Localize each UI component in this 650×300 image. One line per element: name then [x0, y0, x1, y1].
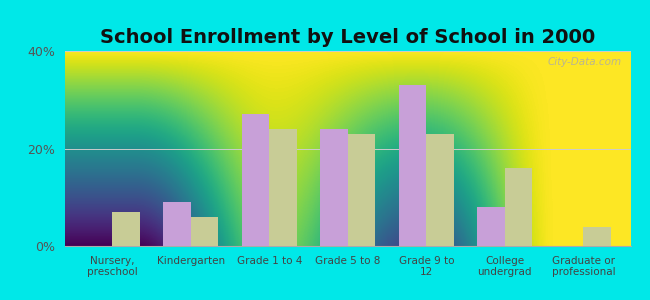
Bar — [190, 217, 218, 246]
Bar — [477, 207, 505, 246]
Bar — [348, 134, 375, 246]
Bar — [584, 226, 611, 246]
Text: City-Data.com: City-Data.com — [548, 57, 622, 67]
Bar — [112, 212, 140, 246]
Bar — [426, 134, 454, 246]
Title: School Enrollment by Level of School in 2000: School Enrollment by Level of School in … — [100, 28, 595, 47]
Bar — [163, 202, 190, 246]
Bar — [505, 168, 532, 246]
Bar — [399, 85, 426, 246]
Bar — [242, 114, 269, 246]
Bar — [269, 129, 296, 246]
Bar — [320, 129, 348, 246]
